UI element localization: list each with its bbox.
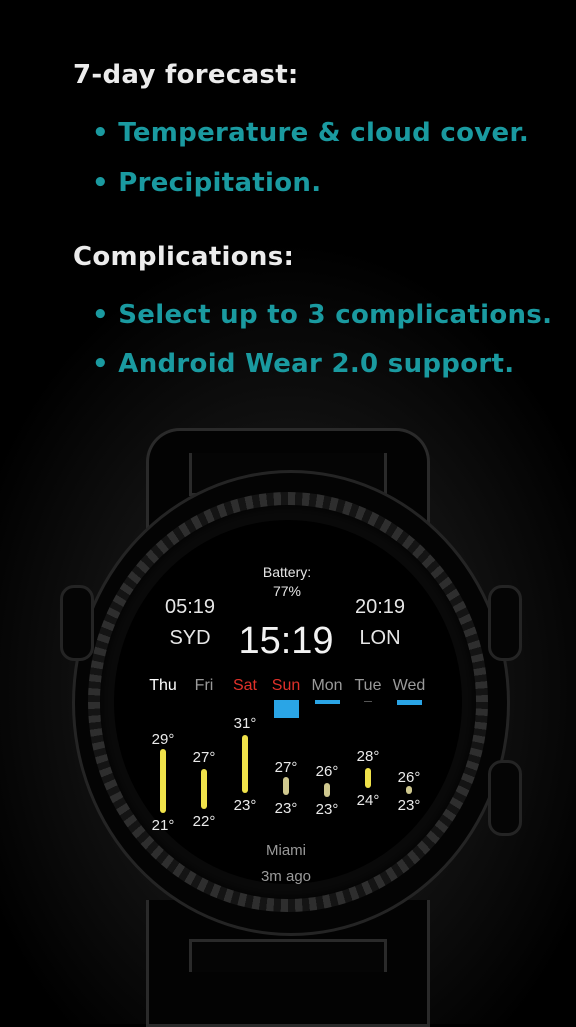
precipitation-marker — [274, 700, 299, 718]
high-temp: 28° — [356, 748, 380, 765]
right-city-time: 20:19 — [354, 596, 406, 618]
temperature-bar — [160, 749, 166, 813]
high-temp: 26° — [397, 769, 421, 786]
left-city-time: 05:19 — [164, 596, 216, 618]
low-temp: 23° — [315, 801, 339, 818]
location-label: Miami — [266, 842, 306, 859]
feature-complications: • Select up to 3 complications. — [92, 300, 553, 330]
high-temp: 27° — [274, 759, 298, 776]
complications-heading: Complications: — [73, 242, 295, 272]
temperature-bar — [324, 783, 330, 797]
day-label: Wed — [392, 677, 426, 694]
precipitation-marker — [315, 700, 340, 704]
temperature-bar — [201, 769, 207, 809]
day-label: Sat — [232, 677, 257, 694]
right-city: LON — [359, 627, 401, 649]
high-temp: 29° — [151, 731, 175, 748]
feature-precipitation: • Precipitation. — [92, 168, 322, 198]
watch-button-right-bottom — [488, 760, 522, 836]
day-label: Tue — [354, 677, 382, 694]
day-label: Thu — [149, 677, 177, 694]
temperature-bar — [283, 777, 289, 795]
low-temp: 23° — [274, 800, 298, 817]
day-label: Sun — [271, 677, 301, 694]
battery-value: 77% — [272, 583, 302, 599]
day-label: Fri — [194, 677, 214, 694]
forecast-heading: 7-day forecast: — [73, 60, 299, 90]
precipitation-marker — [397, 700, 422, 705]
watch-button-right-top — [488, 585, 522, 661]
low-temp: 21° — [151, 817, 175, 834]
temperature-bar — [406, 786, 412, 794]
temperature-bar — [365, 768, 371, 788]
low-temp: 23° — [397, 797, 421, 814]
feature-wear-support: • Android Wear 2.0 support. — [92, 349, 515, 379]
low-temp: 23° — [233, 797, 257, 814]
high-temp: 26° — [315, 763, 339, 780]
precipitation-marker — [364, 701, 372, 702]
low-temp: 22° — [192, 813, 216, 830]
left-city: SYD — [169, 627, 211, 649]
low-temp: 24° — [356, 792, 380, 809]
updated-label: 3m ago — [260, 868, 312, 885]
high-temp: 27° — [192, 749, 216, 766]
high-temp: 31° — [233, 715, 257, 732]
temperature-bar — [242, 735, 248, 793]
watch-button-left — [60, 585, 94, 661]
day-label: Mon — [311, 677, 343, 694]
battery-label: Battery: — [262, 564, 312, 580]
feature-temperature: • Temperature & cloud cover. — [92, 118, 530, 148]
main-time[interactable]: 15:19 — [238, 620, 334, 662]
